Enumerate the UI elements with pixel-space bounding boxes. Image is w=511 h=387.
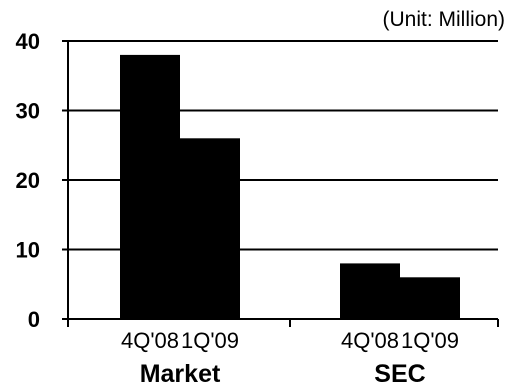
x-axis — [67, 318, 499, 327]
y-tick-label-2: 20 — [16, 168, 40, 193]
group-label-market: Market — [140, 360, 221, 387]
unit-label: (Unit: Million) — [382, 8, 505, 31]
y-tick-label-3: 30 — [16, 99, 40, 124]
category-label-market-0: 4Q'08 — [121, 328, 179, 353]
bars — [120, 54, 460, 320]
bar-market-0 — [120, 54, 180, 320]
category-label-market-1: 1Q'09 — [181, 328, 239, 353]
category-label-sec-1: 1Q'09 — [401, 328, 459, 353]
y-axis-ticks: 0 10 20 30 40 — [16, 29, 69, 332]
category-label-sec-0: 4Q'08 — [341, 328, 399, 353]
bar-market-1 — [180, 138, 240, 319]
category-labels: 4Q'08 1Q'09 4Q'08 1Q'09 — [121, 328, 459, 353]
group-labels: Market SEC — [140, 360, 426, 387]
y-tick-label-0: 0 — [28, 307, 40, 332]
bar-sec-0 — [340, 263, 400, 319]
group-label-sec: SEC — [374, 360, 425, 387]
y-tick-label-4: 40 — [16, 29, 40, 54]
y-tick-label-1: 10 — [16, 238, 40, 263]
bar-sec-1 — [400, 277, 460, 319]
